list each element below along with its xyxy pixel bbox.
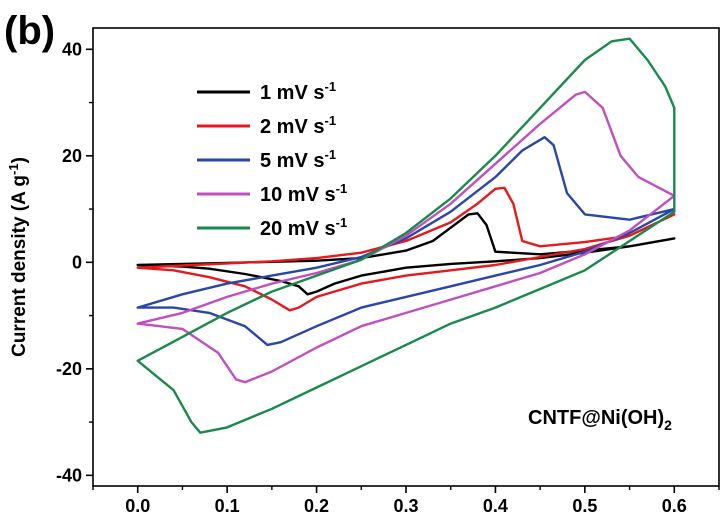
legend-label-sup: -1 — [324, 147, 336, 162]
legend: 1 mV s-12 mV s-15 mV s-110 mV s-120 mV s… — [197, 79, 347, 240]
x-tick-label: 0.2 — [304, 496, 329, 516]
series-layer — [136, 37, 676, 434]
y-tick-label: 0 — [72, 252, 82, 272]
legend-label-main: 2 mV s — [260, 116, 324, 138]
y-tick-label: 20 — [62, 146, 82, 166]
series-line-5 — [136, 37, 676, 434]
y-tick-label: -20 — [56, 359, 82, 379]
y-axis-label-sup: -1 — [6, 163, 21, 175]
legend-label: 10 mV s-1 — [260, 181, 347, 206]
y-tick-label: 40 — [62, 39, 82, 59]
legend-label-main: 10 mV s — [260, 184, 336, 206]
x-tick-label: 0.4 — [483, 496, 508, 516]
sample-annotation: CNTF@Ni(OH)2 — [528, 407, 672, 433]
series-line-4 — [136, 90, 676, 384]
x-tick-label: 0.1 — [215, 496, 240, 516]
legend-label-main: 1 mV s — [260, 82, 324, 104]
y-axis-label-main: Current density (A g — [9, 175, 30, 357]
panel-label: (b) — [4, 9, 55, 53]
legend-label-main: 20 mV s — [260, 218, 336, 240]
x-tick-label: 0.0 — [125, 496, 150, 516]
x-tick-label: 0.6 — [662, 496, 687, 516]
legend-label-sup: -1 — [324, 113, 336, 128]
legend-label: 5 mV s-1 — [260, 147, 336, 172]
ticks-layer: 0.0 0.1 0.2 0.3 0.4 0.5 0.6 -40 -20 0 20 40 — [56, 39, 720, 516]
x-tick-label: 0.3 — [393, 496, 418, 516]
x-tick-label: 0.5 — [572, 496, 597, 516]
legend-label: 1 mV s-1 — [260, 79, 336, 104]
y-axis-label: Current density (A g-1) — [6, 157, 30, 357]
sample-annotation-sub: 2 — [664, 417, 672, 433]
legend-label-sup: -1 — [336, 181, 348, 196]
y-axis-label-end: ) — [9, 157, 30, 163]
sample-annotation-main: CNTF@Ni(OH) — [528, 407, 664, 429]
y-tick-label: -40 — [56, 465, 82, 485]
series-line-1 — [136, 212, 676, 296]
legend-label-sup: -1 — [336, 215, 348, 230]
legend-label: 2 mV s-1 — [260, 113, 336, 138]
legend-label-main: 5 mV s — [260, 150, 324, 172]
legend-label: 20 mV s-1 — [260, 215, 347, 240]
legend-label-sup: -1 — [324, 79, 336, 94]
